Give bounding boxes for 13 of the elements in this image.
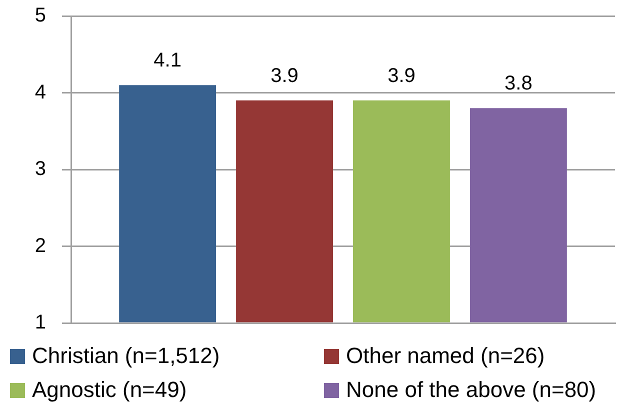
y-tick-label: 2 bbox=[34, 234, 46, 257]
legend-label: Other named (n=26) bbox=[346, 343, 545, 369]
y-tick-label: 4 bbox=[34, 81, 46, 104]
y-tick-label: 5 bbox=[34, 4, 46, 27]
legend-label: Agnostic (n=49) bbox=[32, 377, 187, 403]
data-label: 3.9 bbox=[388, 64, 416, 87]
data-label: 4.1 bbox=[154, 50, 182, 72]
data-label: 3.9 bbox=[270, 64, 298, 87]
y-tick-label: 1 bbox=[34, 312, 46, 334]
y-tick-label: 3 bbox=[34, 158, 46, 180]
legend-label: Christian (n=1,512) bbox=[32, 343, 220, 369]
legend-label: None of the above (n=80) bbox=[346, 377, 596, 403]
data-label: 3.8 bbox=[504, 72, 532, 95]
